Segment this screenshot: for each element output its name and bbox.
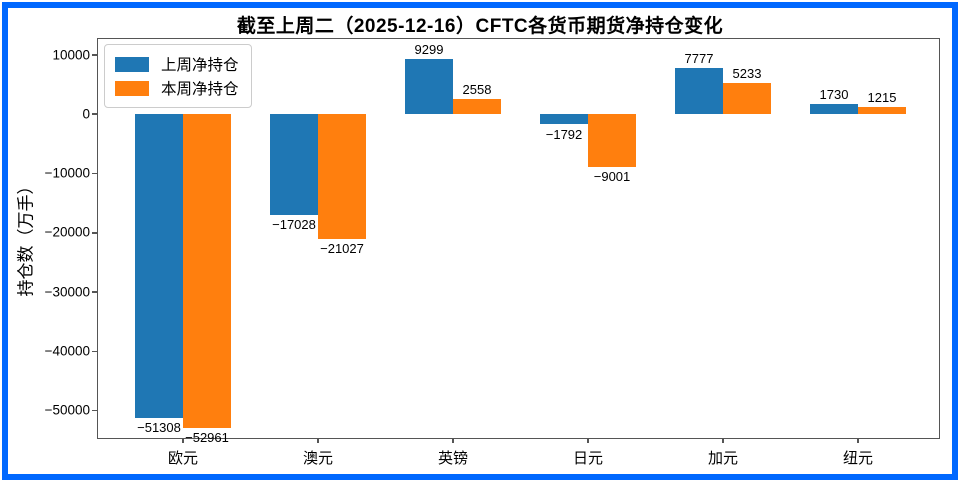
- x-category-label: 纽元: [842, 450, 874, 467]
- legend-swatch-blue: [115, 56, 149, 72]
- y-tick-mark: [92, 350, 97, 353]
- x-category-label: 欧元: [167, 450, 199, 467]
- y-tick-mark: [92, 291, 97, 293]
- x-category-label: 澳元: [302, 450, 334, 467]
- bar-value-label: 9299: [414, 41, 444, 57]
- bar-value-label: −21027: [320, 240, 364, 256]
- bar-this-week-6: [858, 106, 906, 114]
- bar-value-label: −52961: [185, 429, 229, 445]
- legend: 上周净持仓 本周净持仓: [104, 44, 252, 108]
- y-tick-mark: [92, 409, 97, 412]
- bar-value-label: 2558: [462, 81, 492, 97]
- bar-last-week-5: [675, 67, 723, 114]
- bar-this-week-1: [183, 113, 231, 428]
- bar-value-label: 1215: [867, 89, 897, 105]
- y-tick-label: −10000: [44, 165, 90, 181]
- y-tick-label: −30000: [44, 284, 90, 300]
- bar-value-label: −9001: [593, 169, 631, 185]
- bar-value-label: −51308: [137, 420, 181, 436]
- bar-this-week-5: [723, 82, 771, 114]
- y-tick-label: −40000: [44, 343, 90, 359]
- legend-label: 上周净持仓: [161, 57, 239, 74]
- bar-last-week-4: [540, 113, 588, 125]
- x-tick-mark: [452, 438, 454, 443]
- x-tick-mark: [722, 438, 724, 443]
- legend-swatch-orange: [115, 80, 149, 96]
- y-tick-mark: [92, 113, 97, 115]
- x-category-label: 英镑: [437, 450, 469, 467]
- x-tick-mark: [182, 438, 184, 443]
- x-tick-mark: [587, 438, 589, 443]
- bar-this-week-3: [453, 98, 501, 114]
- bar-value-label: −17028: [272, 216, 316, 232]
- bar-last-week-6: [810, 103, 858, 114]
- bar-this-week-4: [588, 113, 636, 168]
- chart-title: 截至上周二（2025-12-16）CFTC各货币期货净持仓变化: [236, 16, 724, 37]
- y-tick-label: −50000: [44, 402, 90, 418]
- legend-item-last-week: 上周净持仓: [115, 52, 239, 76]
- y-tick-label: 10000: [52, 47, 90, 63]
- y-tick-mark: [92, 54, 97, 56]
- bar-value-label: 5233: [732, 65, 762, 81]
- bar-last-week-3: [405, 58, 453, 114]
- x-category-label: 日元: [572, 450, 604, 467]
- y-tick-mark: [92, 172, 97, 175]
- x-tick-mark: [857, 438, 859, 443]
- legend-label: 本周净持仓: [161, 81, 239, 98]
- y-tick-label: −20000: [44, 224, 90, 240]
- bar-value-label: 1730: [819, 86, 849, 102]
- bar-this-week-2: [318, 113, 366, 239]
- bar-last-week-2: [270, 113, 318, 215]
- y-axis-title: 持仓数（万手）: [16, 177, 36, 297]
- y-tick-mark: [92, 231, 97, 234]
- legend-item-this-week: 本周净持仓: [115, 76, 239, 100]
- y-tick-label: 0: [82, 106, 90, 122]
- bar-value-label: −1792: [545, 126, 583, 142]
- bar-value-label: 7777: [684, 50, 714, 66]
- bar-last-week-1: [135, 113, 183, 419]
- x-tick-mark: [317, 438, 319, 443]
- x-category-label: 加元: [707, 450, 739, 467]
